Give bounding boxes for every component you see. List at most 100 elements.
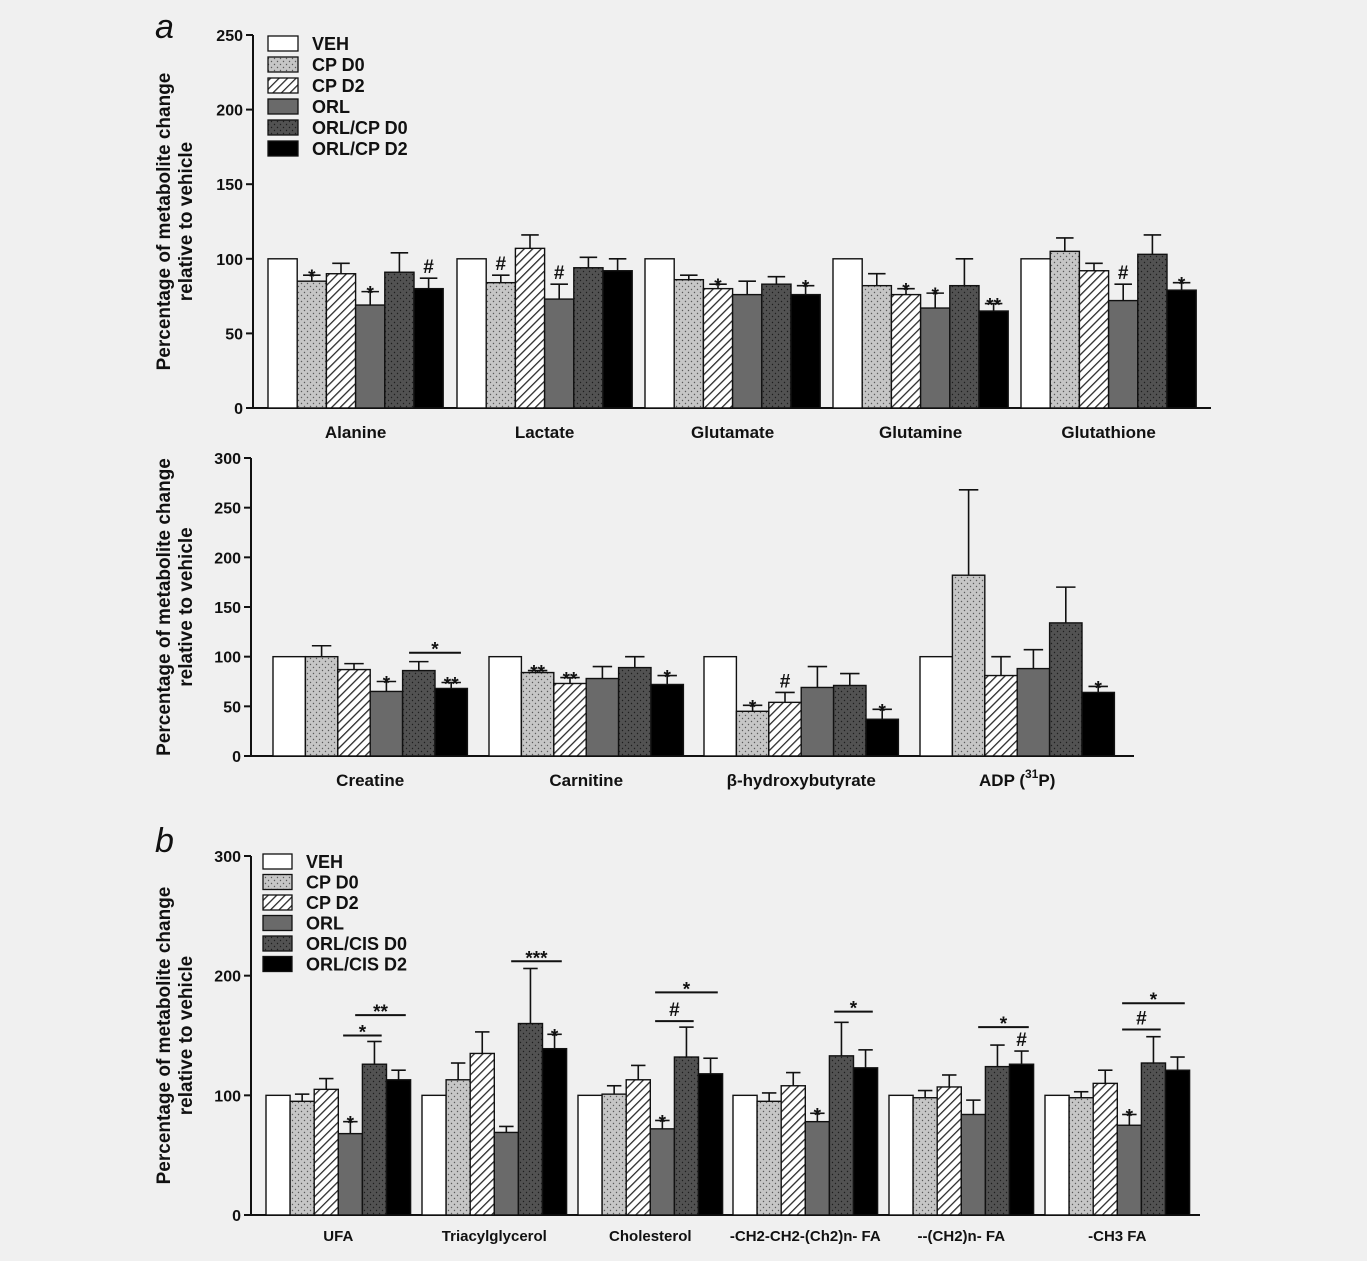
bracket-label: # [669, 1000, 680, 1021]
bar [617, 666, 652, 757]
legend-label: CP D2 [312, 76, 365, 96]
category-label: ADP (31P) [979, 767, 1055, 790]
bar [1164, 1069, 1191, 1216]
category-label: UFA [323, 1228, 353, 1245]
bar [1137, 253, 1168, 409]
y-tick-label: 200 [214, 969, 241, 986]
legend-label: ORL [306, 914, 344, 934]
significance-mark: ** [530, 663, 545, 684]
bar [493, 1131, 520, 1216]
bar [456, 258, 487, 409]
y-tick-label: 150 [216, 177, 243, 194]
bar [543, 298, 575, 409]
y-axis-label: Percentage of metabolite change relative … [154, 458, 197, 756]
category-label-part: ADP ( [979, 771, 1025, 790]
significance-mark: * [1094, 678, 1102, 699]
bar [800, 686, 835, 757]
y-tick-label: 0 [232, 749, 241, 766]
bar [673, 1056, 700, 1216]
bar [1044, 1094, 1070, 1216]
y-tick-label: 250 [214, 501, 241, 518]
bar [337, 668, 371, 757]
significance-mark: * [902, 281, 910, 302]
y-tick-label: 50 [223, 699, 241, 716]
category-label: Creatine [336, 771, 404, 790]
legend-swatch [267, 35, 299, 52]
bar [790, 293, 821, 409]
legend-label: ORL/CIS D0 [306, 934, 407, 954]
category-label-sup: 31 [1025, 767, 1039, 781]
bar [731, 293, 763, 409]
legend-swatch [262, 894, 293, 911]
significance-mark: * [383, 674, 391, 695]
bracket-label: * [359, 1023, 367, 1044]
bar [296, 280, 328, 409]
bar [832, 684, 867, 757]
y-tick-label: 100 [214, 1088, 241, 1105]
y-tick-label: 150 [214, 600, 241, 617]
bar [1020, 258, 1051, 409]
significance-mark: ** [444, 674, 459, 695]
bar [1092, 1082, 1118, 1216]
category-label: Triacylglycerol [442, 1228, 547, 1245]
category-label: Carnitine [549, 771, 623, 790]
panel-letter: b [155, 822, 174, 860]
y-tick-label: 0 [232, 1208, 241, 1225]
bar [828, 1055, 855, 1216]
significance-mark: * [931, 285, 939, 306]
bar [354, 304, 386, 409]
category-label: Lactate [515, 423, 575, 442]
bar [984, 674, 1018, 757]
bracket-label: * [1000, 1014, 1008, 1035]
significance-mark: * [366, 284, 374, 305]
bar [644, 258, 675, 409]
bar [1048, 622, 1083, 757]
bracket-label: ** [373, 1002, 388, 1023]
bar [852, 1067, 879, 1216]
category-label: --(CH2)n- FA [918, 1228, 1006, 1245]
bar [768, 701, 802, 757]
bar [1068, 1097, 1094, 1216]
legend-label: ORL [312, 97, 350, 117]
y-tick-label: 200 [216, 103, 243, 120]
bar [1081, 691, 1116, 757]
bar [384, 271, 415, 409]
bracket-label: * [850, 999, 858, 1020]
bar [385, 1079, 412, 1216]
bar [890, 293, 922, 409]
panel-letter: a [155, 8, 174, 46]
y-axis-label-line: Percentage of metabolite change [154, 887, 175, 1185]
legend-swatch [262, 935, 293, 952]
y-tick-label: 50 [225, 326, 243, 343]
bar [434, 687, 469, 757]
bar [313, 1088, 340, 1216]
y-axis-label-line: relative to vehicle [176, 527, 197, 686]
category-label: Cholesterol [609, 1228, 692, 1245]
bar [421, 1094, 447, 1216]
bar [541, 1047, 568, 1216]
y-axis-label-line: relative to vehicle [176, 956, 197, 1115]
bracket-label: * [1150, 990, 1158, 1011]
bar [413, 287, 444, 409]
bar [469, 1052, 496, 1216]
y-axis-label-line: Percentage of metabolite change [154, 458, 175, 756]
significance-mark: * [551, 1026, 559, 1047]
significance-mark: ** [986, 296, 1001, 317]
bar [960, 1113, 987, 1216]
bar [517, 1022, 544, 1216]
significance-mark: * [878, 701, 886, 722]
bar [1140, 1062, 1167, 1216]
significance-mark: # [423, 257, 434, 278]
bar [369, 690, 404, 757]
bar [951, 574, 986, 757]
bar [697, 1073, 724, 1216]
category-label: Glutamine [879, 423, 962, 442]
chart-panel-a2: 0 50 100 150 200 250 300 Percentage of metaboli… [154, 451, 1134, 790]
bar [1049, 250, 1081, 409]
y-tick-label: 300 [214, 451, 241, 468]
bar [649, 1128, 676, 1216]
significance-mark: * [814, 1105, 822, 1126]
y-axis-label-line: relative to vehicle [176, 142, 197, 301]
bar [577, 1094, 603, 1216]
